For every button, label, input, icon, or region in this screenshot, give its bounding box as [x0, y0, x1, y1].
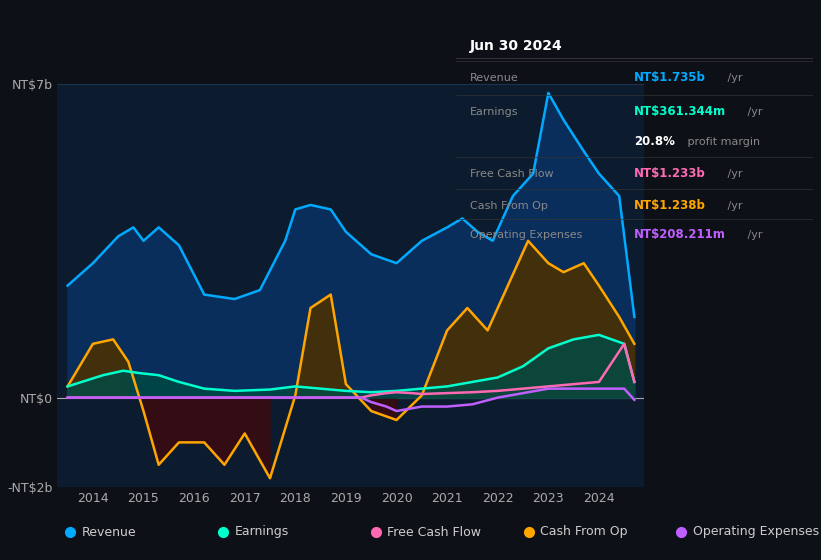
Text: /yr: /yr: [724, 200, 743, 211]
Text: 20.8%: 20.8%: [635, 134, 675, 148]
Text: NT$361.344m: NT$361.344m: [635, 105, 727, 118]
Text: /yr: /yr: [724, 169, 743, 179]
Text: NT$1.233b: NT$1.233b: [635, 167, 706, 180]
Text: Operating Expenses: Operating Expenses: [470, 230, 582, 240]
Text: Operating Expenses: Operating Expenses: [693, 525, 819, 539]
Text: Earnings: Earnings: [470, 107, 518, 117]
Text: profit margin: profit margin: [684, 137, 760, 147]
Text: Free Cash Flow: Free Cash Flow: [388, 525, 481, 539]
Text: Revenue: Revenue: [82, 525, 136, 539]
Text: Cash From Op: Cash From Op: [470, 200, 548, 211]
Text: NT$1.238b: NT$1.238b: [635, 199, 706, 212]
Text: Jun 30 2024: Jun 30 2024: [470, 39, 562, 53]
Text: Revenue: Revenue: [470, 73, 519, 82]
Text: /yr: /yr: [744, 230, 763, 240]
Text: NT$1.735b: NT$1.735b: [635, 71, 706, 83]
Text: NT$208.211m: NT$208.211m: [635, 228, 726, 241]
Text: Cash From Op: Cash From Op: [540, 525, 627, 539]
Text: Free Cash Flow: Free Cash Flow: [470, 169, 553, 179]
Text: /yr: /yr: [744, 107, 763, 117]
Text: /yr: /yr: [724, 73, 743, 82]
Text: Earnings: Earnings: [235, 525, 289, 539]
